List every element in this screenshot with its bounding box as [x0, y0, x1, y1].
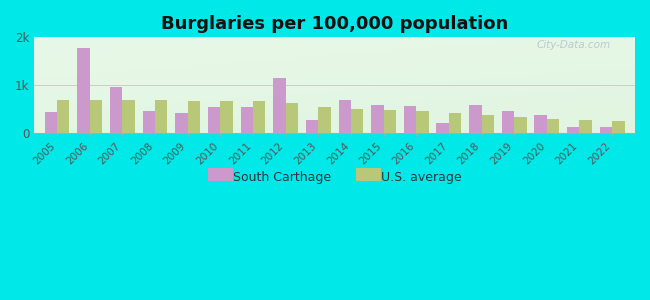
Bar	[57, 100, 70, 133]
Bar	[371, 105, 384, 133]
Bar	[142, 112, 155, 133]
Bar	[437, 124, 449, 133]
Bar	[547, 119, 559, 133]
Bar	[90, 100, 102, 133]
Bar	[534, 115, 547, 133]
Bar	[318, 107, 331, 133]
Bar	[404, 106, 416, 133]
Bar	[416, 111, 428, 133]
Bar	[253, 101, 265, 133]
Bar	[567, 127, 580, 133]
Bar	[220, 101, 233, 133]
Bar	[155, 100, 168, 133]
Bar	[110, 87, 122, 133]
Bar	[273, 78, 285, 133]
Bar	[122, 100, 135, 133]
Bar	[384, 110, 396, 133]
Bar	[482, 115, 494, 133]
Bar	[612, 121, 625, 133]
Bar	[285, 103, 298, 133]
Bar	[45, 112, 57, 133]
Bar	[600, 127, 612, 133]
Bar	[188, 101, 200, 133]
Bar	[449, 113, 462, 133]
Title: Burglaries per 100,000 population: Burglaries per 100,000 population	[161, 15, 508, 33]
Bar	[469, 105, 482, 133]
Bar	[339, 100, 351, 133]
Bar	[176, 113, 188, 133]
Bar	[208, 107, 220, 133]
Bar	[306, 120, 318, 133]
Bar	[77, 48, 90, 133]
Text: City-Data.com: City-Data.com	[537, 40, 611, 50]
Bar	[580, 120, 592, 133]
Bar	[514, 117, 526, 133]
Legend: South Carthage, U.S. average: South Carthage, U.S. average	[203, 166, 467, 188]
Bar	[351, 109, 363, 133]
Bar	[240, 107, 253, 133]
Bar	[502, 110, 514, 133]
